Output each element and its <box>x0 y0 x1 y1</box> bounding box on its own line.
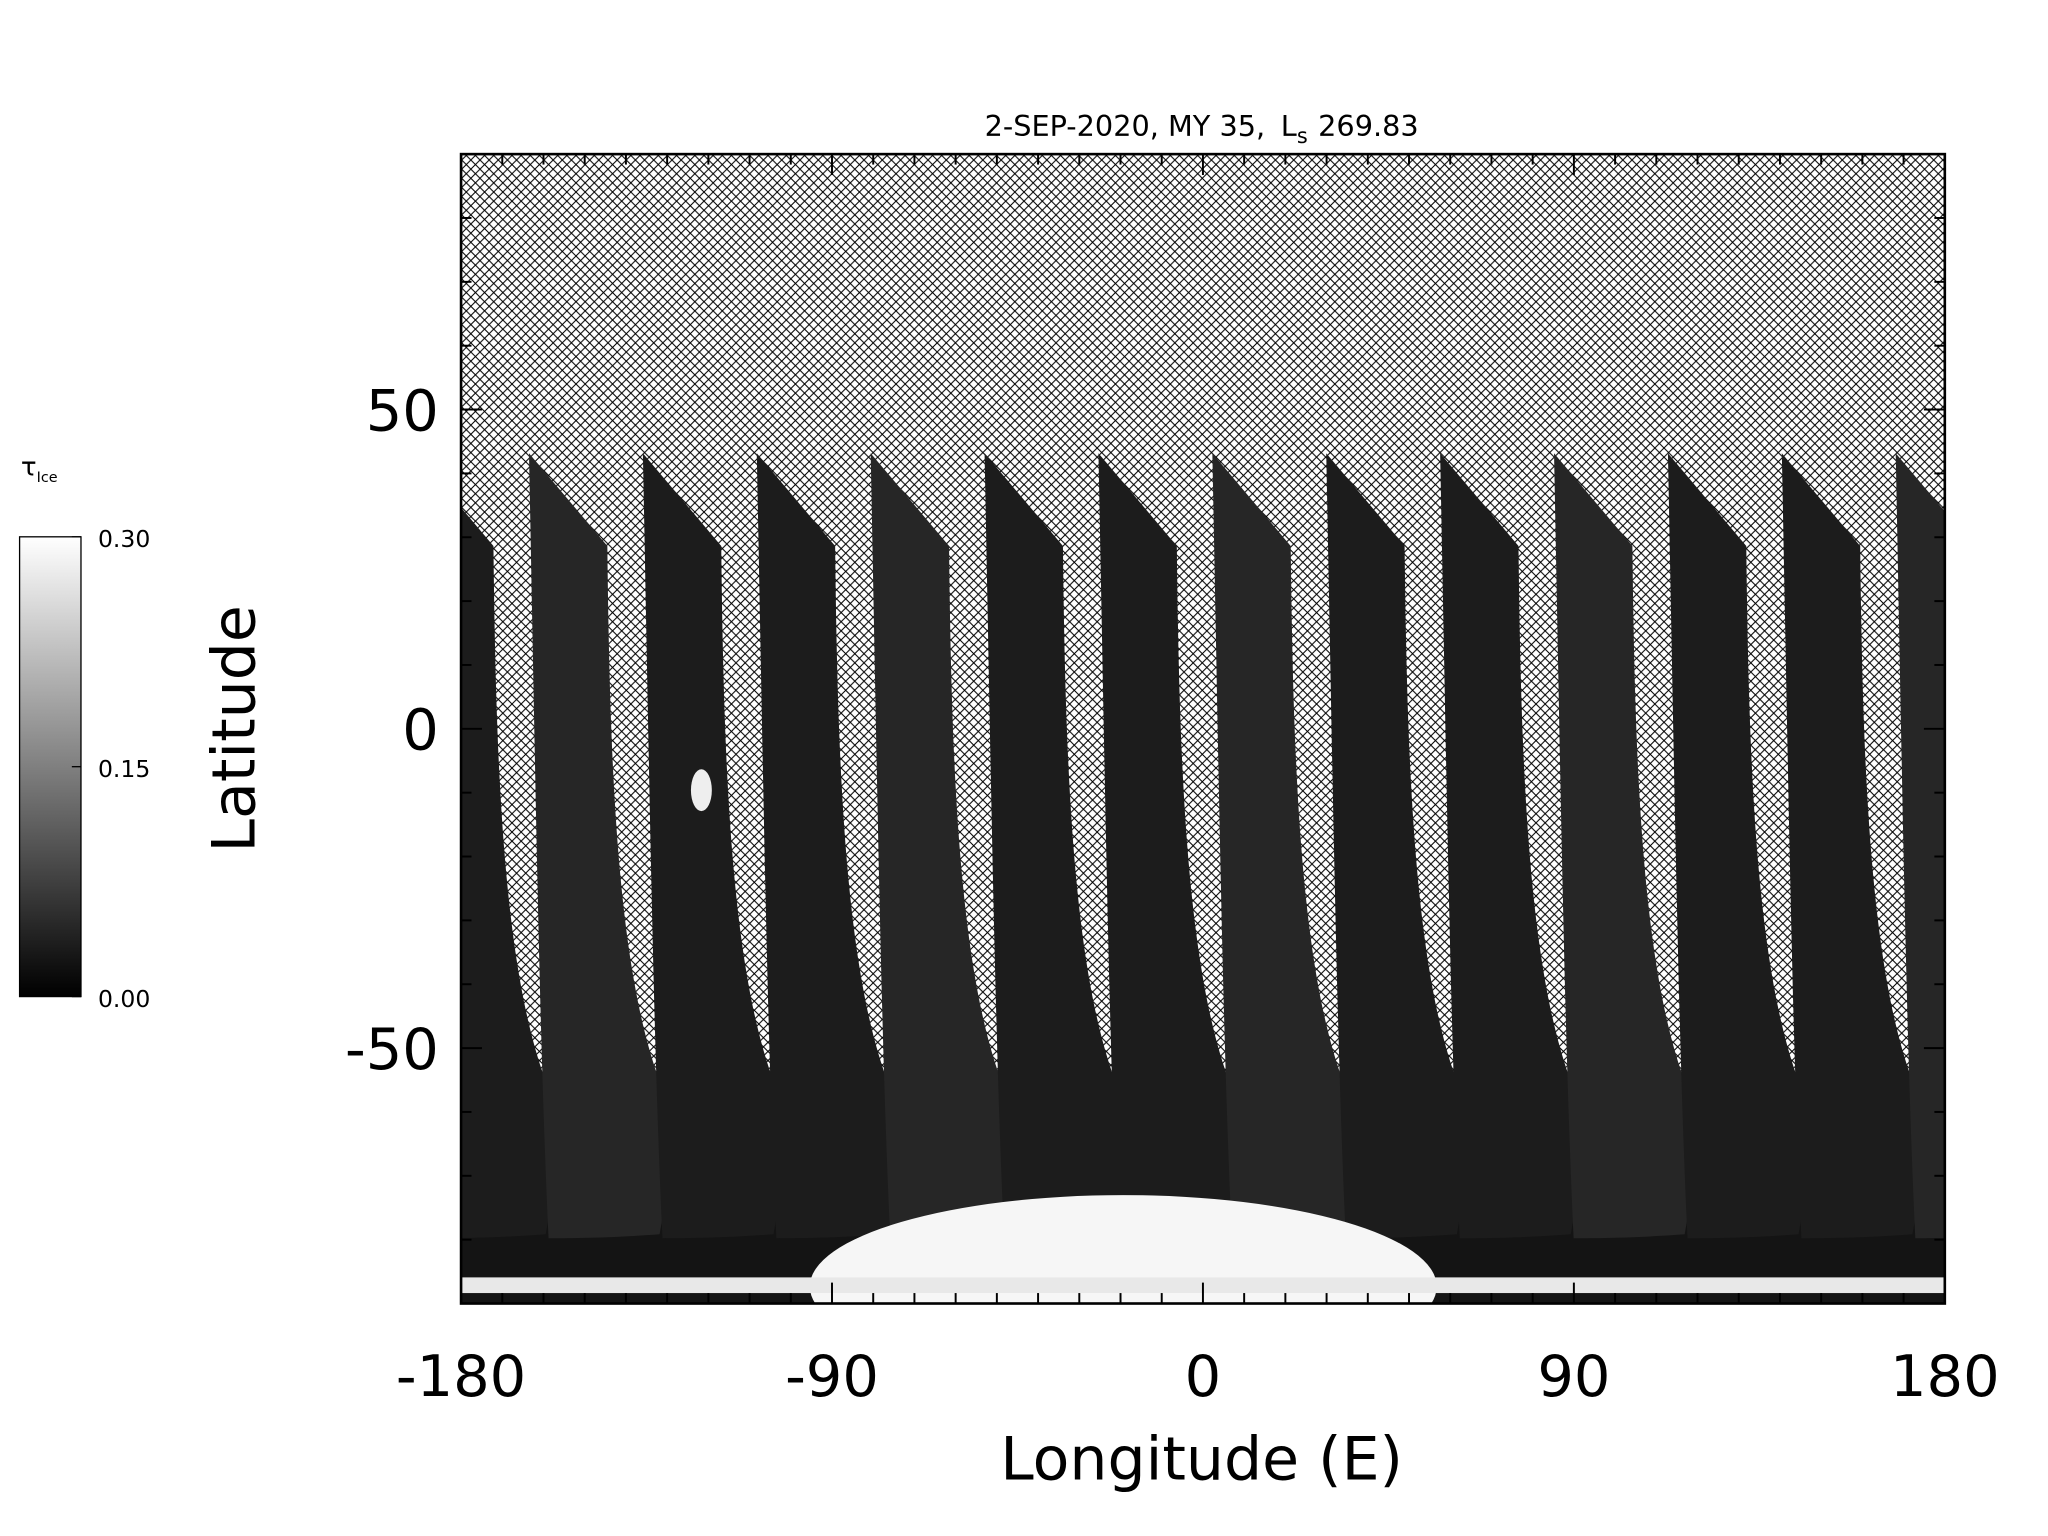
map-image <box>461 453 1945 1304</box>
x-axis-label: Longitude (E) <box>1000 1424 1403 1494</box>
x-tick-label: 180 <box>1890 1343 2000 1410</box>
title-ls-sub: s <box>1297 124 1308 148</box>
polar-cap <box>809 1195 1437 1304</box>
colorbar-symbol: τ <box>21 452 37 482</box>
colorbar-tick-label: 0.30 <box>98 525 150 553</box>
swath <box>1667 453 1819 1239</box>
swath <box>528 453 680 1239</box>
y-tick-label: 50 <box>366 377 439 444</box>
swath <box>642 453 794 1239</box>
swath <box>1326 453 1477 1239</box>
colorbar-tick-label: 0.00 <box>98 985 150 1013</box>
swath <box>756 453 907 1239</box>
swath <box>1554 453 1705 1239</box>
cloud <box>690 769 712 812</box>
title-ls-value: 269.83 <box>1318 109 1419 143</box>
colorbar <box>18 536 82 998</box>
swath <box>1212 453 1363 1239</box>
y-tick-label: 0 <box>402 697 439 764</box>
chart-title: 2-SEP-2020, MY 35, Ls 269.83 <box>985 109 1419 148</box>
swath <box>1781 453 1933 1239</box>
swath <box>870 453 1021 1239</box>
x-tick-label: -90 <box>785 1343 879 1410</box>
title-date: 2-SEP-2020, MY 35, <box>985 109 1266 143</box>
x-tick-label: 90 <box>1537 1343 1610 1410</box>
swath <box>984 453 1135 1239</box>
colorbar-label: τIce <box>21 452 58 486</box>
swath <box>1098 453 1249 1239</box>
colorbar-tick-label: 0.15 <box>98 755 150 783</box>
x-tick-label: -180 <box>396 1343 526 1410</box>
colorbar-subscript: Ice <box>37 470 58 486</box>
title-ls: L <box>1281 109 1297 143</box>
x-tick-label: 0 <box>1185 1343 1222 1410</box>
swath <box>1440 453 1591 1239</box>
swath <box>1895 453 1945 1239</box>
swath <box>461 507 566 1239</box>
y-tick-label: -50 <box>345 1016 439 1083</box>
y-axis-label: Latitude <box>199 605 269 852</box>
